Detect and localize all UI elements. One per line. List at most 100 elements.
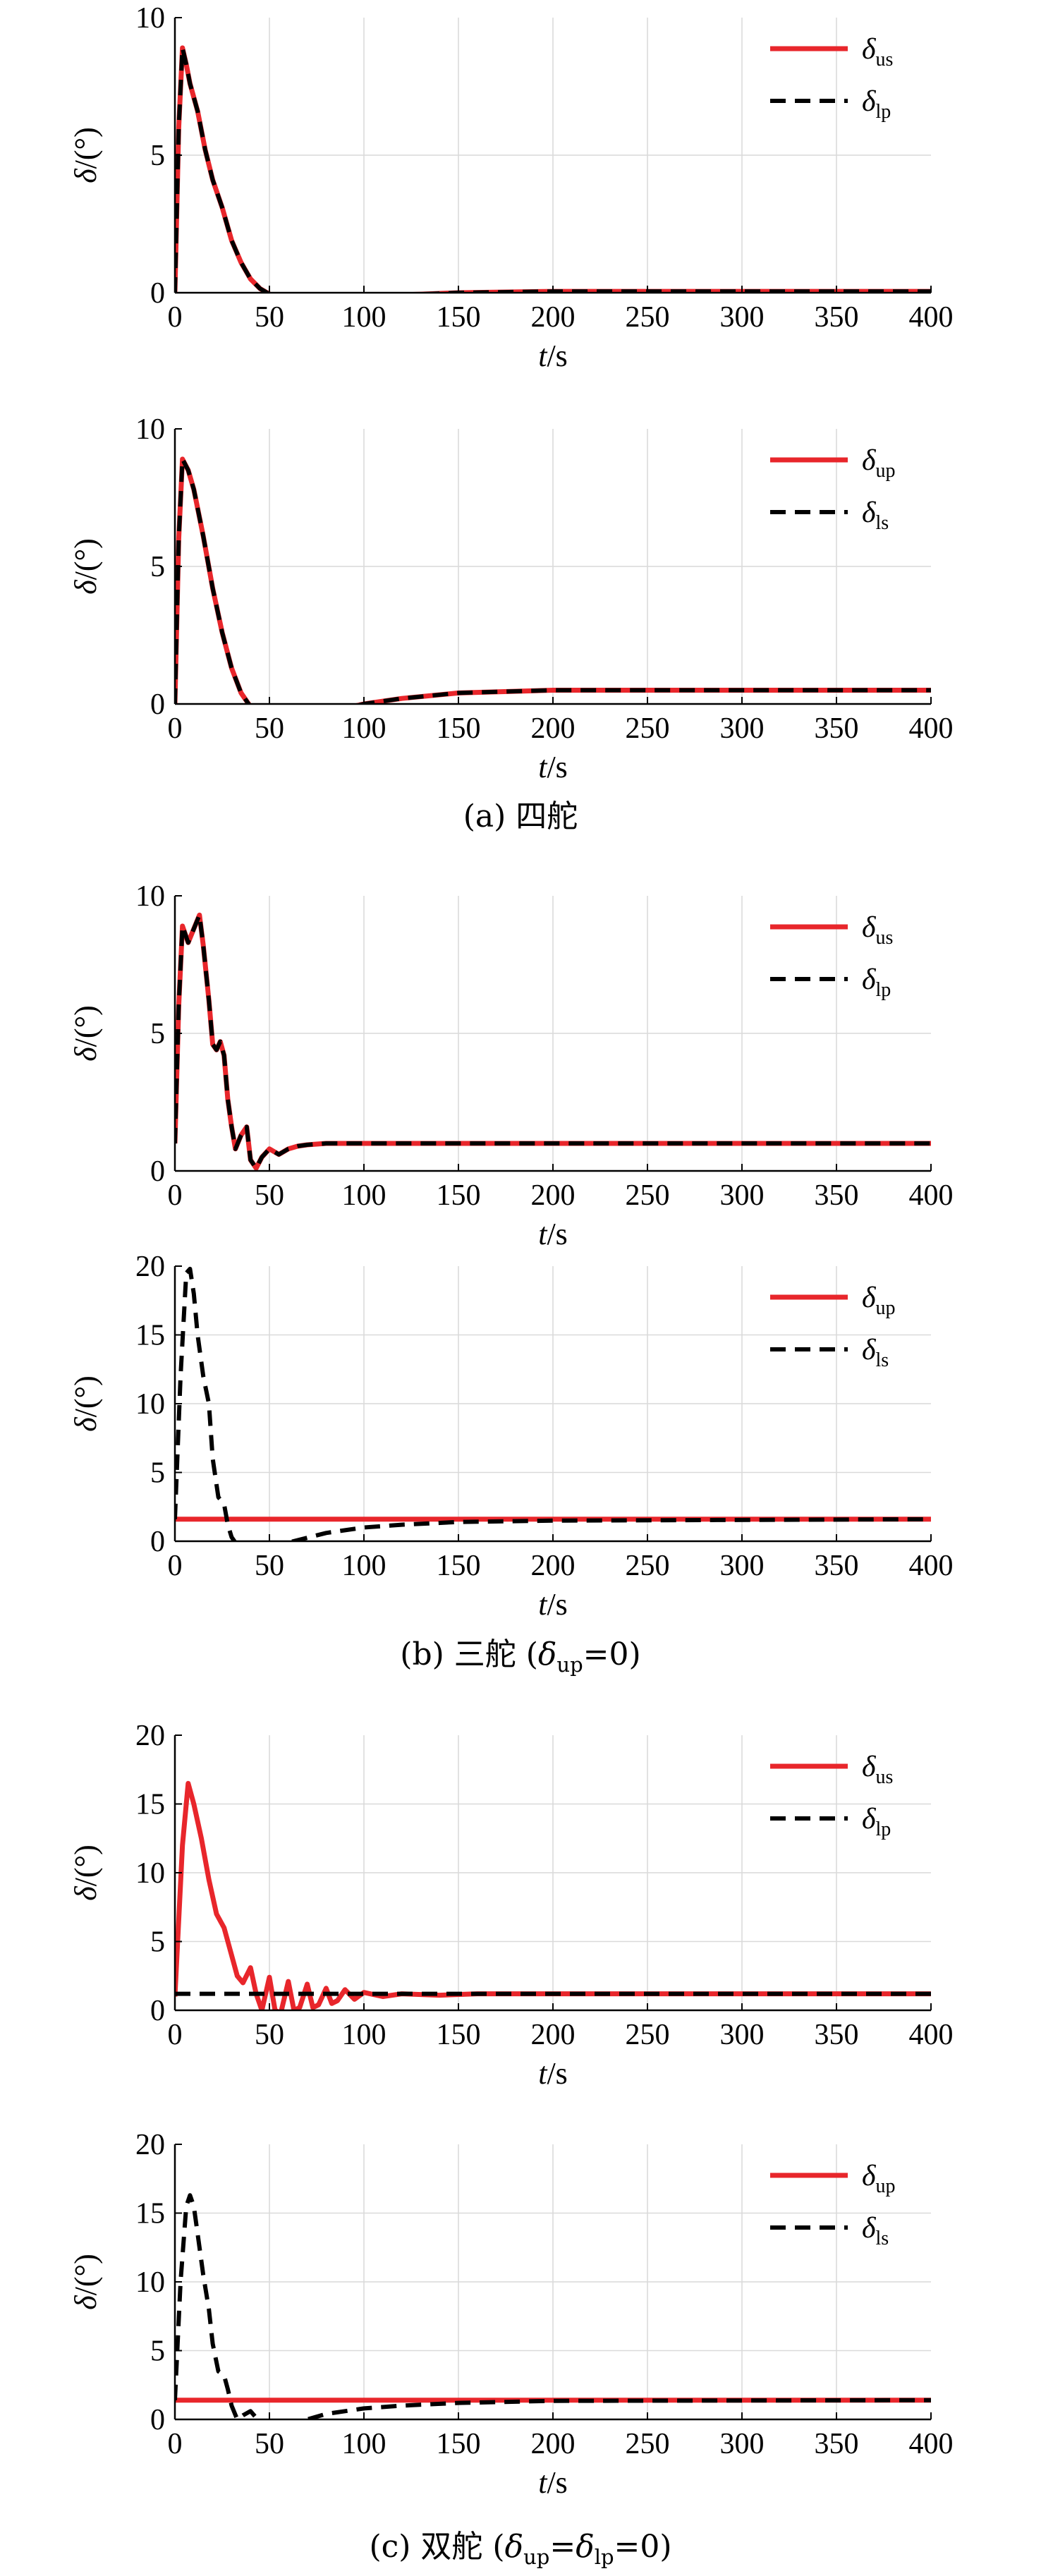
x-tick-label: 250: [626, 1550, 670, 1582]
y-tick-label: 0: [150, 688, 165, 721]
y-tick-label: 0: [150, 1995, 165, 2027]
y-tick-label: 5: [150, 1018, 165, 1050]
x-tick-label: 350: [815, 1179, 859, 1212]
y-tick-label: 10: [135, 880, 165, 913]
panels: 0 50 100 150 200 250 300 350 4000510t/sδ/(°)δusδ…: [68, 2, 954, 2500]
x-tick-label: 350: [815, 301, 859, 334]
y-axis-label: δ/(°): [68, 2254, 103, 2310]
x-tick-label: 250: [626, 1179, 670, 1212]
y-tick-label: 10: [135, 413, 165, 446]
x-tick-label: 50: [255, 2019, 284, 2051]
x-tick-label: 150: [437, 712, 481, 745]
x-axis-label: t/s: [538, 1587, 568, 1622]
x-tick-label: 0: [168, 301, 183, 334]
series-line-ls: [175, 2193, 931, 2419]
x-tick-label: 0: [168, 2019, 183, 2051]
y-axis-label: δ/(°): [68, 1375, 103, 1432]
x-tick-label: 0: [168, 1550, 183, 1582]
legend-label-lp: δlp: [862, 964, 891, 1001]
legend-label-up: δup: [862, 2160, 896, 2197]
y-tick-label: 20: [135, 1720, 165, 1752]
x-tick-label: 0: [168, 1179, 183, 1212]
y-tick-label: 0: [150, 1155, 165, 1188]
x-tick-label: 300: [720, 2428, 765, 2460]
x-tick-label: 400: [909, 2428, 954, 2460]
legend-label-us: δus: [862, 1751, 893, 1788]
y-tick-label: 0: [150, 277, 165, 310]
legend-label-lp: δlp: [862, 85, 891, 123]
x-tick-label: 400: [909, 2019, 954, 2051]
series-line-ls: [175, 456, 931, 704]
y-tick-label: 10: [135, 1857, 165, 1890]
legend-label-us: δus: [862, 911, 893, 949]
caption-a: (a) 四舵: [463, 798, 578, 834]
y-tick-label: 5: [150, 1457, 165, 1490]
x-tick-label: 150: [437, 1179, 481, 1212]
captions: (a) 四舵 (b) 三舵 (δup=0) (c) 双舵 (δup=δlp=0): [369, 798, 671, 2569]
y-tick-label: 5: [150, 551, 165, 583]
x-tick-label: 50: [255, 1179, 284, 1212]
x-tick-label: 250: [626, 2019, 670, 2051]
y-tick-label: 20: [135, 2129, 165, 2161]
x-tick-label: 100: [342, 301, 386, 334]
y-tick-label: 5: [150, 1926, 165, 1959]
series-line-lp: [175, 45, 931, 293]
series-line-lp: [175, 913, 931, 1171]
legend-label-us: δus: [862, 33, 893, 71]
x-tick-label: 400: [909, 1179, 954, 1212]
x-tick-label: 150: [437, 2019, 481, 2051]
legend-label-ls: δls: [862, 2212, 889, 2249]
y-axis-label: δ/(°): [68, 1005, 103, 1062]
y-tick-label: 5: [150, 2335, 165, 2368]
x-axis-label: t/s: [538, 1217, 568, 1251]
x-tick-label: 50: [255, 1550, 284, 1582]
x-tick-label: 150: [437, 2428, 481, 2460]
x-tick-label: 150: [437, 1550, 481, 1582]
x-tick-label: 200: [531, 2428, 576, 2460]
chart-panel-b-bottom: 0 50 100 150 200 250 300 350 400 0 5 10 15 20 t/s δ/(°)…: [68, 1251, 954, 1622]
x-tick-label: 0: [168, 2428, 183, 2460]
x-tick-label: 100: [342, 712, 386, 745]
x-tick-label: 250: [626, 712, 670, 745]
y-tick-label: 10: [135, 2266, 165, 2299]
x-tick-label: 400: [909, 1550, 954, 1582]
x-tick-label: 200: [531, 1550, 576, 1582]
x-axis-label: t/s: [538, 339, 568, 373]
x-tick-label: 300: [720, 301, 765, 334]
x-tick-label: 400: [909, 712, 954, 745]
x-tick-label: 250: [626, 2428, 670, 2460]
series-line-us: [175, 1780, 931, 2010]
x-tick-label: 350: [815, 2019, 859, 2051]
chart-panel-a-top: 0 50 100 150 200 250 300 350 400 0 5 10 t/s δ/(°) δus δ…: [68, 2, 954, 373]
caption-b: (b) 三舵 (δup=0): [400, 1636, 640, 1677]
y-tick-label: 15: [135, 2198, 165, 2230]
legend-label-ls: δls: [862, 497, 889, 534]
chart-panel-c-top: 0 50 100 150 200 250 300 350 400 0 5 10 15 20 t/s δ/(°)…: [68, 1720, 954, 2091]
x-tick-label: 100: [342, 2428, 386, 2460]
x-tick-label: 100: [342, 1550, 386, 1582]
x-tick-label: 250: [626, 301, 670, 334]
x-tick-label: 200: [531, 301, 576, 334]
x-tick-label: 100: [342, 1179, 386, 1212]
y-axis-label: δ/(°): [68, 127, 103, 183]
x-tick-label: 50: [255, 712, 284, 745]
x-tick-label: 0: [168, 712, 183, 745]
y-axis-label: δ/(°): [68, 538, 103, 595]
y-tick-label: 15: [135, 1320, 165, 1352]
legend-label-ls: δls: [862, 1334, 889, 1371]
x-axis-label: t/s: [538, 2465, 568, 2500]
x-axis-label: t/s: [538, 750, 568, 784]
chart-panel-a-bottom: 0 50 100 150 200 250 300 350 400 0 5 10 t/s δ/(°) δup δ…: [68, 413, 954, 784]
y-tick-label: 0: [150, 1526, 165, 1558]
x-tick-label: 50: [255, 301, 284, 334]
y-tick-label: 15: [135, 1789, 165, 1821]
legend-label-up: δup: [862, 1282, 896, 1319]
chart-panel-c-bottom: 0 50 100 150 200 250 300 350 400 0 5 10 15 20 t/s δ/(°)…: [68, 2129, 954, 2500]
x-tick-label: 350: [815, 1550, 859, 1582]
x-tick-label: 200: [531, 1179, 576, 1212]
legend-label-up: δup: [862, 444, 896, 482]
chart-panel-b-top: 0 50 100 150 200 250 300 350 400 0 5 10 t/s δ/(°) δus δ…: [68, 880, 954, 1251]
x-tick-label: 200: [531, 712, 576, 745]
y-tick-label: 10: [135, 2, 165, 35]
